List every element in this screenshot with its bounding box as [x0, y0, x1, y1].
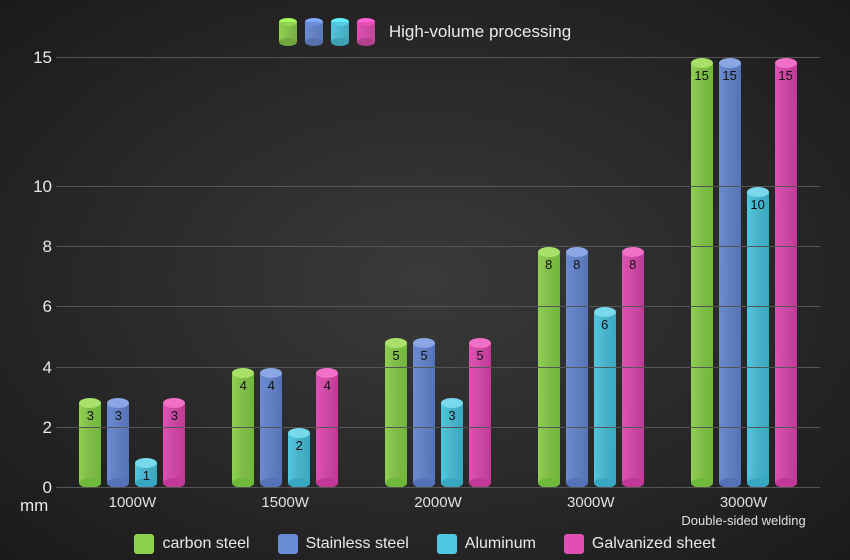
legend-swatch	[437, 534, 457, 554]
gridline	[56, 186, 820, 187]
bar-stainless: 5	[413, 338, 435, 489]
gridline	[56, 306, 820, 307]
y-tick-label: 6	[24, 297, 52, 317]
legend-item-aluminum: Aluminum	[437, 534, 536, 554]
bar-value-label: 5	[469, 348, 491, 363]
y-tick-label: 0	[24, 478, 52, 498]
y-tick-label: 15	[24, 48, 52, 68]
bar-cluster: 3313	[79, 58, 185, 488]
bar-value-label: 8	[566, 257, 588, 272]
x-tick-label: 1500W	[209, 488, 362, 512]
bar-cluster: 5535	[385, 58, 491, 488]
legend-swatch	[134, 534, 154, 554]
bar-aluminum: 3	[441, 398, 463, 488]
bar-value-label: 2	[288, 438, 310, 453]
legend-cylinder-icon	[279, 18, 297, 46]
chart-container: High-volume processing 33131000W44241500…	[20, 10, 830, 550]
x-tick-label: 2000W	[362, 488, 515, 512]
bar-value-label: 3	[163, 408, 185, 423]
bar-value-label: 10	[747, 197, 769, 212]
category-group: 33131000W	[56, 58, 209, 488]
gridline	[56, 367, 820, 368]
plot-area: 33131000W44241500W55352000W88683000W1515…	[56, 58, 820, 488]
legend-cylinder-icon	[331, 18, 349, 46]
bar-value-label: 5	[413, 348, 435, 363]
bar-cluster: 4424	[232, 58, 338, 488]
x-tick-label: 3000W	[514, 488, 667, 512]
bar-value-label: 3	[107, 408, 129, 423]
bar-stainless: 3	[107, 398, 129, 488]
legend-label: Galvanized sheet	[592, 535, 716, 553]
x-tick-label: 1000W	[56, 488, 209, 512]
bar-value-label: 6	[594, 317, 616, 332]
bar-aluminum: 10	[747, 187, 769, 488]
gridline	[56, 57, 820, 58]
gridline	[56, 487, 820, 488]
gridline	[56, 427, 820, 428]
legend-item-galvanized: Galvanized sheet	[564, 534, 716, 554]
bar-value-label: 4	[232, 378, 254, 393]
category-group: 55352000W	[362, 58, 515, 488]
bar-value-label: 8	[622, 257, 644, 272]
bar-stainless: 15	[719, 58, 741, 488]
bar-galvanized: 15	[775, 58, 797, 488]
bar-cluster: 8868	[538, 58, 644, 488]
legend-item-carbon: carbon steel	[134, 534, 249, 554]
bar-value-label: 4	[260, 378, 282, 393]
x-tick-label: 3000WDouble-sided welding	[667, 488, 820, 530]
legend-cylinder-icon	[305, 18, 323, 46]
legend-swatch	[564, 534, 584, 554]
bar-value-label: 3	[441, 408, 463, 423]
bar-carbon: 15	[691, 58, 713, 488]
bar-value-label: 8	[538, 257, 560, 272]
bar-value-label: 5	[385, 348, 407, 363]
bar-galvanized: 5	[469, 338, 491, 489]
y-tick-label: 8	[24, 237, 52, 257]
bar-value-label: 15	[691, 68, 713, 83]
bar-value-label: 15	[775, 68, 797, 83]
legend-label: Stainless steel	[306, 535, 409, 553]
bar-cluster: 15 15 10 15	[691, 58, 797, 488]
top-legend-label: High-volume processing	[389, 22, 571, 42]
bar-galvanized: 3	[163, 398, 185, 488]
legend-item-stainless: Stainless steel	[278, 534, 409, 554]
legend-swatch	[278, 534, 298, 554]
top-legend: High-volume processing	[20, 10, 830, 58]
legend-label: carbon steel	[162, 535, 249, 553]
legend-label: Aluminum	[465, 535, 536, 553]
bar-aluminum: 1	[135, 458, 157, 488]
y-tick-label: 4	[24, 358, 52, 378]
bar-carbon: 3	[79, 398, 101, 488]
category-group: 88683000W	[514, 58, 667, 488]
gridline	[56, 246, 820, 247]
bar-value-label: 4	[316, 378, 338, 393]
legend-cylinder-icon	[357, 18, 375, 46]
category-group: 151510153000WDouble-sided welding	[667, 58, 820, 488]
category-group: 44241500W	[209, 58, 362, 488]
y-tick-label: 10	[24, 177, 52, 197]
bar-value-label: 3	[79, 408, 101, 423]
y-axis-unit: mm	[20, 496, 48, 516]
bar-value-label: 15	[719, 68, 741, 83]
bar-value-label: 1	[135, 468, 157, 483]
bar-aluminum: 6	[594, 307, 616, 488]
bar-aluminum: 2	[288, 428, 310, 488]
y-tick-label: 2	[24, 418, 52, 438]
bar-groups: 33131000W44241500W55352000W88683000W1515…	[56, 58, 820, 488]
series-legend: carbon steel Stainless steel Aluminum Galva…	[20, 534, 830, 554]
bar-carbon: 5	[385, 338, 407, 489]
